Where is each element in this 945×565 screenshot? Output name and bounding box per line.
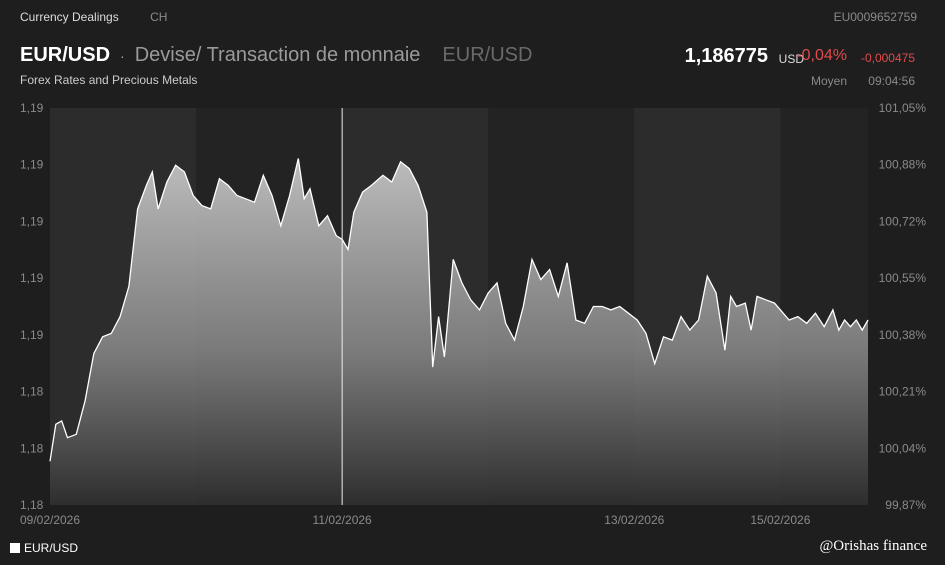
change-absolute: -0,000475 — [860, 51, 915, 65]
y-right-tick-label: 100,72% — [879, 214, 927, 228]
y-left-tick-label: 1,19 — [20, 214, 44, 228]
legend-swatch — [10, 543, 20, 553]
price-area — [50, 158, 868, 505]
isin-label: EU0009652759 — [833, 10, 917, 24]
pair-description: Devise/ Transaction de monnaie — [134, 44, 421, 66]
tab-currency-dealings[interactable]: Currency Dealings — [20, 10, 119, 24]
x-axis: 09/02/2026 11/02/2026 13/02/2026 15/02/2026 — [20, 513, 811, 527]
y-left-tick-label: 1,19 — [20, 271, 44, 285]
subtitle: Forex Rates and Precious Metals — [20, 73, 198, 87]
price-type: Moyen — [810, 74, 847, 88]
y-left-tick-label: 1,19 — [20, 158, 44, 172]
y-right-tick-label: 100,88% — [879, 158, 927, 172]
x-tick-label: 13/02/2026 — [604, 513, 664, 527]
y-left-tick-label: 1,19 — [20, 328, 44, 342]
title-row: EUR/USD · Devise/ Transaction de monnaie EU… — [20, 44, 532, 67]
y-right-tick-label: 100,04% — [879, 441, 927, 455]
y-right-tick-label: 100,21% — [879, 385, 927, 399]
y-axis-left: 1,19 1,19 1,19 1,19 1,19 1,18 1,18 1,18 — [20, 101, 44, 512]
pair-title: EUR/USD — [20, 44, 111, 66]
y-right-tick-label: 100,55% — [879, 271, 927, 285]
x-tick-label: 15/02/2026 — [750, 513, 810, 527]
y-left-tick-label: 1,18 — [20, 385, 44, 399]
watermark: @Orishas finance — [819, 538, 927, 554]
title-separator: · — [120, 48, 125, 64]
legend[interactable]: EUR/USD — [10, 541, 78, 555]
y-axis-right: 101,05% 100,88% 100,72% 100,55% 100,38% 100,2… — [879, 101, 927, 512]
change-percent: -0,04% — [796, 47, 847, 64]
price-line — [49, 158, 869, 462]
price-currency: USD — [778, 52, 804, 66]
y-left-tick-label: 1,18 — [20, 441, 44, 455]
legend-label: EUR/USD — [24, 541, 79, 555]
y-right-tick-label: 100,38% — [879, 328, 927, 342]
y-right-tick-label: 101,05% — [879, 101, 927, 115]
pair-title-muted: EUR/USD — [442, 44, 533, 66]
y-left-tick-label: 1,18 — [20, 498, 44, 512]
region-label: CH — [150, 10, 168, 24]
top-bar: Currency Dealings CH — [20, 10, 195, 24]
y-left-tick-label: 1,19 — [20, 101, 44, 115]
price-value: 1,186775 — [684, 45, 768, 67]
x-tick-label: 09/02/2026 — [20, 513, 80, 527]
quote-time: 09:04:56 — [868, 74, 915, 88]
y-right-tick-label: 99,87% — [885, 498, 926, 512]
x-tick-label: 11/02/2026 — [313, 513, 372, 527]
